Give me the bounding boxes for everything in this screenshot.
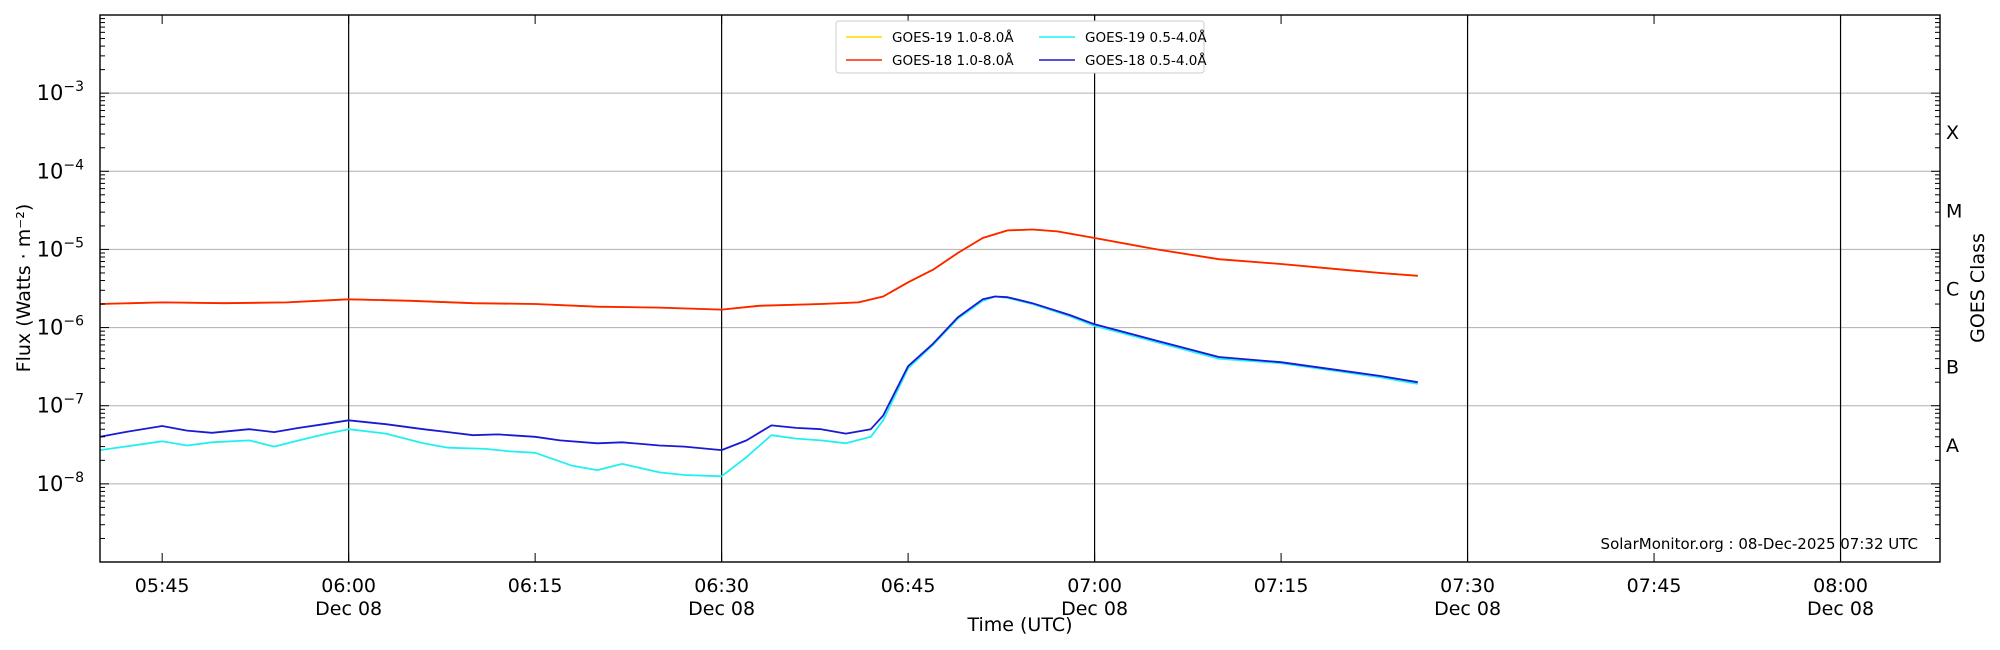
y-axis-ticks: 10−8 10−7 10−6 10−5 10−4 10−3 <box>37 18 1940 563</box>
legend: GOES-19 1.0-8.0Å GOES-18 1.0-8.0Å GOES-19 … <box>835 20 1207 74</box>
legend-label: GOES-18 1.0-8.0Å <box>892 52 1014 69</box>
x-tick-date-label: Dec 08 <box>688 598 755 620</box>
y-tick-label: 10−6 <box>37 314 84 340</box>
x-tick-label: 06:45 <box>881 575 936 597</box>
goes-class-label: C <box>1946 279 1959 301</box>
x-tick-date-label: Dec 08 <box>1807 598 1874 620</box>
y-tick-label: 10−5 <box>37 235 84 261</box>
goes-class-labels: A B C M X <box>1946 122 1962 457</box>
series-line <box>99 228 1418 311</box>
y-tick-label: 10−8 <box>37 470 84 496</box>
legend-box <box>835 20 1205 74</box>
x-tick-date-label: Dec 08 <box>1434 598 1501 620</box>
goes-class-label: A <box>1946 435 1959 457</box>
x-tick-date-label: Dec 08 <box>315 598 382 620</box>
goes-class-label: M <box>1946 200 1962 222</box>
series-lines <box>99 228 1418 478</box>
goes-class-label: B <box>1946 357 1959 379</box>
goes-class-label: X <box>1946 122 1959 144</box>
legend-label: GOES-19 1.0-8.0Å <box>892 29 1014 46</box>
horizontal-grid <box>100 92 1940 485</box>
x-tick-label: 06:15 <box>508 575 563 597</box>
x-tick-label: 05:45 <box>135 575 190 597</box>
plot-background <box>100 15 1940 562</box>
series-line <box>99 295 1418 478</box>
legend-label: GOES-19 0.5-4.0Å <box>1085 29 1207 46</box>
x-tick-label: 07:00 <box>1067 575 1122 597</box>
day-vertical-lines <box>348 15 1842 562</box>
x-tick-label: 08:00 <box>1813 575 1868 597</box>
source-annotation: SolarMonitor.org : 08-Dec-2025 07:32 UTC <box>1601 535 1918 553</box>
y-tick-label: 10−4 <box>37 157 84 183</box>
x-tick-label: 07:45 <box>1627 575 1682 597</box>
x-tick-label: 07:30 <box>1440 575 1495 597</box>
y-tick-label: 10−3 <box>37 79 84 105</box>
plot-frame <box>99 14 1941 563</box>
x-tick-label: 06:30 <box>694 575 749 597</box>
x-tick-date-label: Dec 08 <box>1061 598 1128 620</box>
y-tick-label: 10−7 <box>37 392 84 418</box>
x-axis-label: Time (UTC) <box>966 614 1072 636</box>
series-line <box>99 295 1418 451</box>
goes-class-axis-label: GOES Class <box>1967 233 1989 343</box>
y-axis-label: Flux (Watts · m⁻²) <box>13 204 35 373</box>
x-tick-label: 06:00 <box>321 575 376 597</box>
legend-label: GOES-18 0.5-4.0Å <box>1085 52 1207 69</box>
x-tick-label: 07:15 <box>1254 575 1309 597</box>
